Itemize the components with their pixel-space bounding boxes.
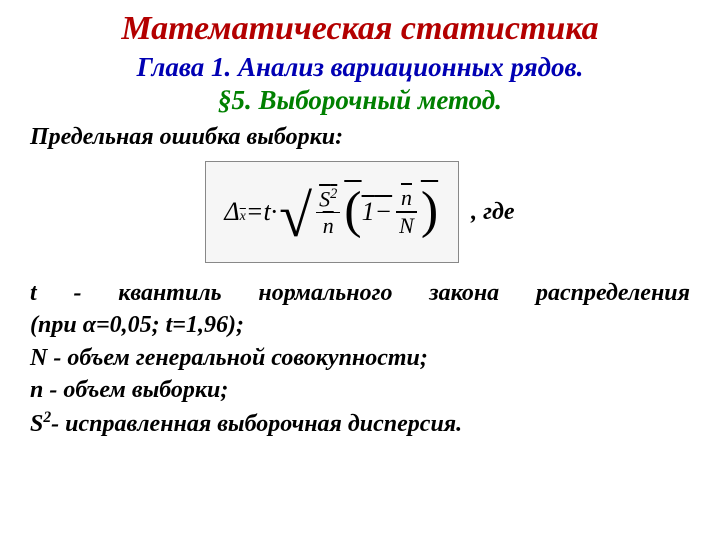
equals: = bbox=[246, 197, 264, 227]
minus: − bbox=[375, 197, 393, 227]
fraction-n-num: n bbox=[398, 187, 415, 209]
s-variable: S bbox=[319, 186, 330, 211]
fraction-s2n: S2 n bbox=[316, 187, 340, 238]
page: Математическая статистика Глава 1. Анали… bbox=[0, 0, 720, 440]
def-S2-text: - исправленная выборочная дисперсия. bbox=[51, 411, 462, 437]
multiply-dot: · bbox=[271, 197, 278, 227]
sqrt: √ S2 n ( 1 − n bbox=[279, 185, 440, 239]
chapter-heading: Глава 1. Анализ вариационных рядов. bbox=[30, 52, 690, 83]
fraction-N-den: N bbox=[396, 215, 417, 237]
delta-subscript: x bbox=[240, 209, 246, 225]
def-t-text: - квантиль нормального закона распределе… bbox=[37, 280, 690, 306]
formula-row: Δ x = t · √ S2 n ( bbox=[30, 161, 690, 263]
def-t: t - квантиль нормального закона распреде… bbox=[30, 277, 690, 309]
def-n: n - объем выборки; bbox=[30, 374, 690, 406]
where-label: , где bbox=[471, 199, 514, 226]
def-t-symbol: t bbox=[30, 280, 37, 306]
def-S2-symbol: S bbox=[30, 411, 43, 437]
t-variable: t bbox=[263, 197, 270, 227]
subheading: Предельная ошибка выборки: bbox=[30, 124, 690, 151]
section-heading: §5. Выборочный метод. bbox=[30, 85, 690, 116]
def-S2-exp: 2 bbox=[43, 409, 51, 426]
def-S2: S2- исправленная выборочная дисперсия. bbox=[30, 407, 690, 440]
exponent-2: 2 bbox=[330, 186, 337, 202]
fraction-nN: n N bbox=[396, 187, 417, 236]
def-N: N - объем генеральной совокупности; bbox=[30, 342, 690, 374]
definitions-block: t - квантиль нормального закона распреде… bbox=[30, 277, 690, 440]
formula: Δ x = t · √ S2 n ( bbox=[224, 185, 440, 239]
formula-box: Δ x = t · √ S2 n ( bbox=[205, 161, 459, 263]
page-title: Математическая статистика bbox=[30, 10, 690, 48]
delta-symbol: Δ bbox=[224, 197, 239, 227]
fraction-denominator: n bbox=[320, 215, 337, 237]
fraction-numerator: S2 bbox=[316, 187, 340, 210]
sqrt-content: S2 n ( 1 − n N ) bbox=[312, 185, 440, 239]
def-alpha: (при α=0,05; t=1,96); bbox=[30, 309, 690, 341]
one: 1 bbox=[362, 197, 375, 227]
